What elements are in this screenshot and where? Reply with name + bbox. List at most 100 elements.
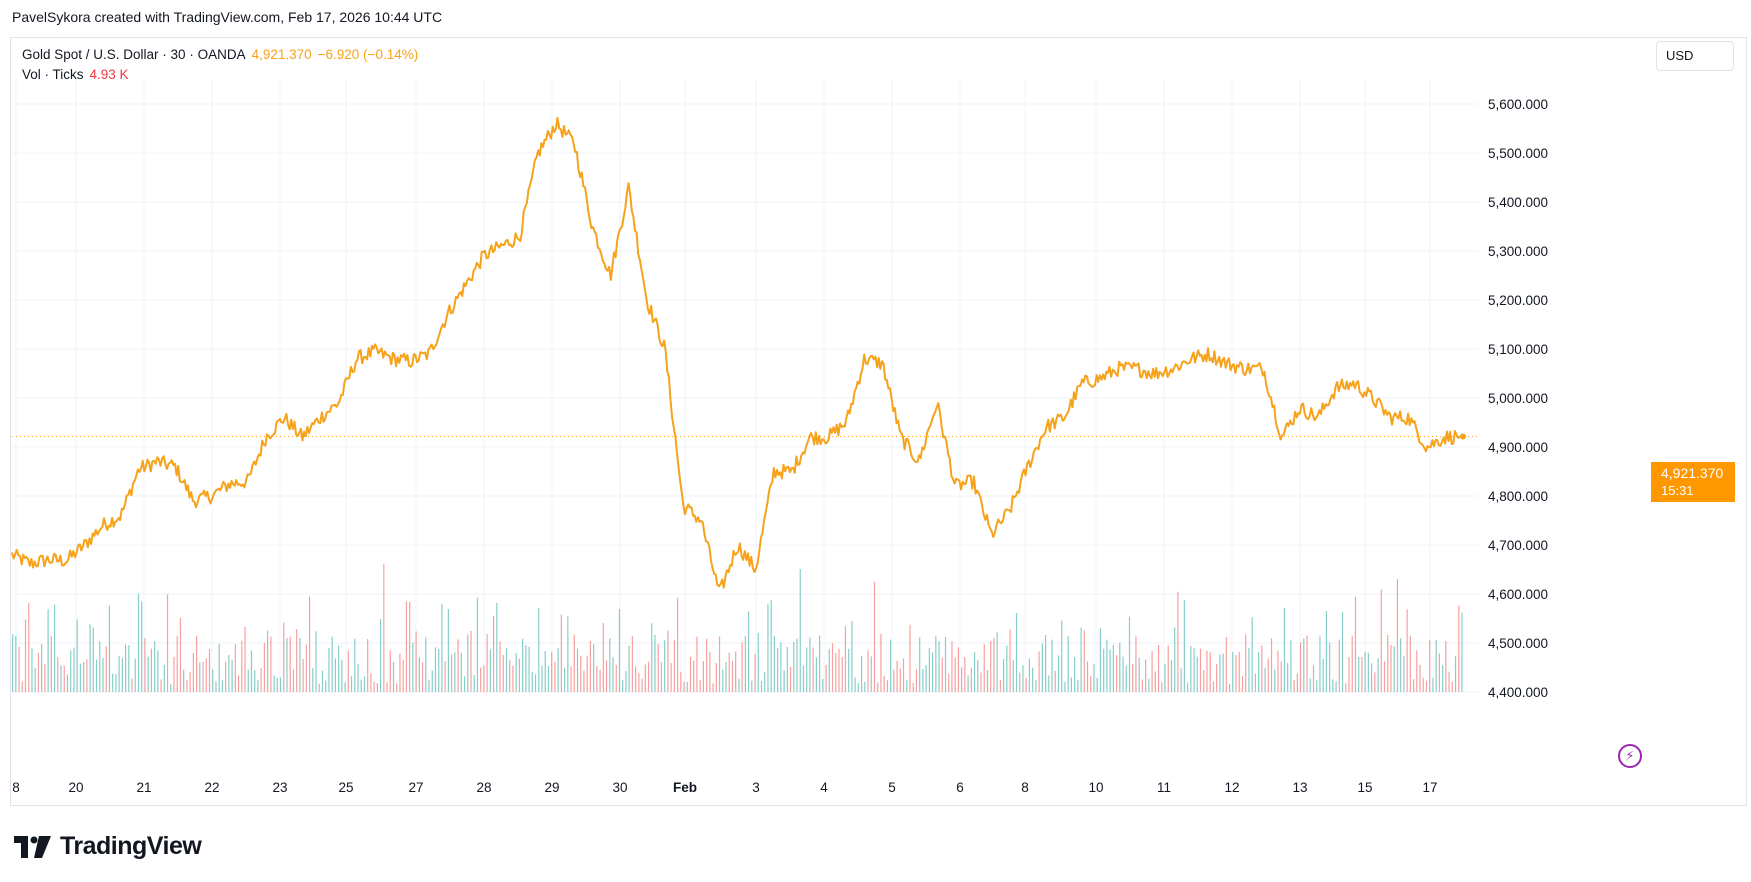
volume-bar	[725, 661, 727, 692]
volume-bar	[741, 642, 743, 692]
volume-bar	[370, 673, 372, 692]
volume-bar	[951, 641, 953, 692]
volume-bar	[670, 663, 672, 692]
volume-bar	[354, 638, 356, 692]
volume-bar	[1374, 672, 1376, 692]
volume-bar	[789, 666, 792, 692]
volume-bar	[1086, 661, 1089, 692]
volume-bar	[463, 676, 466, 692]
volume-bar	[996, 632, 998, 692]
volume-bar	[341, 659, 343, 692]
volume-bar	[1329, 642, 1331, 692]
volume-bar	[1429, 640, 1431, 692]
volume-bar	[1290, 640, 1292, 692]
volume-bar	[1332, 679, 1334, 692]
volume-bar	[128, 645, 130, 692]
volume-bar	[325, 680, 327, 692]
volume-bar	[292, 669, 295, 692]
volume-bar	[312, 668, 314, 692]
volume-bar	[993, 637, 995, 692]
volume-bar	[1054, 670, 1056, 692]
volume-bar	[680, 671, 682, 692]
volume-bar	[647, 661, 650, 692]
volume-bar	[757, 632, 759, 692]
volume-bar	[276, 677, 278, 692]
volume-bar	[738, 678, 740, 692]
volume-bar	[1164, 664, 1166, 692]
volume-bar	[1028, 658, 1031, 692]
volume-bar	[112, 673, 114, 692]
volume-bar	[50, 636, 52, 692]
volume-bar	[589, 640, 592, 692]
volume-bar	[961, 667, 963, 692]
volume-bar	[15, 636, 17, 692]
volume-bar	[551, 652, 553, 692]
volume-bar	[1051, 639, 1053, 692]
volume-bar	[70, 650, 72, 692]
volume-bar	[1319, 636, 1321, 692]
volume-bar	[593, 644, 595, 692]
volume-bar	[305, 644, 307, 692]
volume-bar	[635, 666, 637, 692]
volume-bar	[28, 602, 30, 692]
chart-frame[interactable]	[10, 37, 1747, 806]
volume-bar	[828, 648, 830, 692]
x-tick-label: 28	[476, 780, 491, 795]
volume-bar	[1454, 656, 1457, 692]
symbol-description[interactable]: Gold Spot / U.S. Dollar · 30 · OANDA	[22, 47, 246, 62]
volume-bar	[902, 658, 905, 692]
volume-bar	[576, 648, 579, 692]
volume-bar	[883, 675, 885, 692]
volume-bar	[1341, 611, 1344, 692]
volume-bar	[1222, 653, 1224, 692]
volume-bar	[712, 683, 714, 692]
last-price-value: 4,921.370	[251, 47, 312, 62]
volume-bar	[686, 681, 688, 692]
volume-bar	[1083, 630, 1085, 692]
volume-bar	[986, 670, 989, 692]
volume-bar	[1154, 671, 1156, 692]
volume-bar	[1409, 635, 1411, 692]
volume-bar	[1077, 679, 1079, 692]
volume-label[interactable]: Vol · Ticks	[22, 67, 84, 82]
volume-bar	[1299, 642, 1302, 692]
volume-bar	[980, 672, 982, 692]
volume-bar	[302, 659, 304, 692]
volume-bar	[347, 650, 349, 692]
volume-bar	[1258, 652, 1260, 692]
volume-bar	[1041, 643, 1043, 692]
volume-bar	[641, 678, 643, 692]
volume-bar	[334, 658, 337, 692]
volume-bar	[350, 675, 353, 692]
volume-bar	[221, 679, 224, 692]
volume-bar	[815, 657, 817, 692]
volume-bar	[547, 666, 550, 692]
volume-bar	[696, 636, 698, 692]
volume-bar	[873, 581, 876, 692]
volume-bar	[896, 660, 898, 692]
volume-bar	[1412, 679, 1415, 692]
volume-bar	[1361, 657, 1363, 692]
y-tick-label: 4,500.000	[1488, 636, 1548, 651]
volume-bar	[851, 620, 853, 692]
volume-bar	[173, 656, 175, 692]
volume-bar	[522, 638, 524, 692]
currency-button[interactable]: USD	[1656, 41, 1734, 71]
volume-bar	[1435, 639, 1437, 692]
volume-bar	[170, 683, 172, 692]
volume-bar	[447, 609, 449, 692]
volume-bar	[1196, 656, 1198, 692]
volume-bar	[1335, 681, 1337, 692]
volume-bar	[973, 652, 976, 692]
x-tick-label: 25	[338, 780, 353, 795]
volume-bar	[770, 599, 772, 692]
volume-bar	[683, 681, 685, 692]
volume-bar	[1122, 656, 1124, 692]
volume-bar	[418, 656, 420, 692]
lightning-icon[interactable]: ⚡	[1618, 744, 1642, 768]
volume-bar	[1103, 648, 1105, 692]
volume-bar	[586, 655, 588, 692]
volume-bar	[237, 675, 240, 692]
volume-bar	[605, 660, 608, 692]
